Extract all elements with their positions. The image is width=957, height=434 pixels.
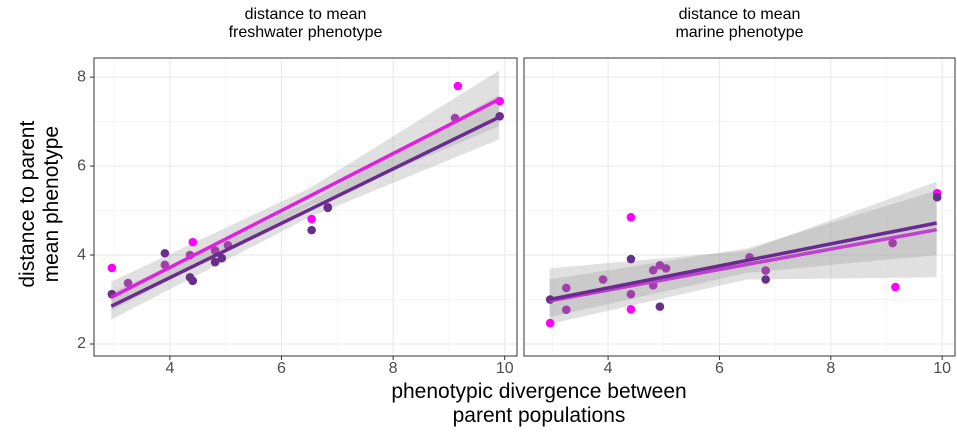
confidence-band	[549, 190, 937, 318]
confidence-band	[549, 181, 937, 324]
panel-border	[93, 57, 518, 357]
point	[123, 278, 133, 288]
point	[598, 275, 608, 284]
y-axis-label: distance to parent mean phenotype	[15, 120, 63, 288]
x-tick-label: 10	[496, 360, 514, 377]
y-tick-label: 6	[77, 157, 86, 174]
point	[626, 254, 636, 264]
point	[217, 253, 227, 263]
point	[888, 238, 897, 248]
x-tick-label: 8	[826, 360, 835, 377]
point	[932, 192, 942, 202]
point	[648, 265, 658, 275]
point	[323, 203, 333, 213]
point	[761, 275, 770, 284]
y-tick-label: 2	[77, 335, 86, 352]
x-tick-label: 6	[715, 360, 724, 377]
confidence-band	[111, 94, 500, 320]
point	[626, 289, 636, 299]
y-tick-label: 4	[77, 246, 86, 263]
point	[210, 257, 220, 267]
confidence-band	[111, 70, 500, 311]
panel	[524, 58, 955, 356]
x-tick-label: 6	[277, 360, 286, 377]
fit-line	[110, 97, 500, 299]
fit-line	[549, 221, 937, 302]
y-tick-label: 8	[77, 68, 86, 85]
fit-line	[549, 227, 937, 303]
point	[107, 263, 117, 273]
point	[307, 214, 316, 224]
x-tick-label: 4	[165, 360, 174, 377]
panel-title: distance to mean marine phenotype	[675, 6, 804, 42]
x-axis-label: phenotypic divergence between parent pop…	[391, 380, 687, 428]
panel-border	[523, 57, 956, 357]
point	[453, 81, 463, 91]
point	[655, 302, 665, 311]
panel	[94, 58, 517, 356]
point	[160, 248, 170, 258]
x-tick-label: 4	[604, 360, 613, 377]
fit-line	[110, 115, 500, 308]
point	[626, 212, 636, 222]
point	[761, 266, 770, 275]
point	[661, 264, 671, 273]
point	[891, 282, 900, 292]
panel-title: distance to mean freshwater phenotype	[228, 6, 383, 42]
point	[562, 283, 571, 293]
x-tick-label: 8	[389, 360, 398, 377]
point	[545, 318, 555, 328]
point	[626, 304, 636, 314]
point	[562, 305, 571, 315]
x-tick-label: 10	[933, 360, 951, 377]
point	[188, 276, 198, 286]
point	[307, 225, 316, 235]
point	[188, 237, 198, 247]
